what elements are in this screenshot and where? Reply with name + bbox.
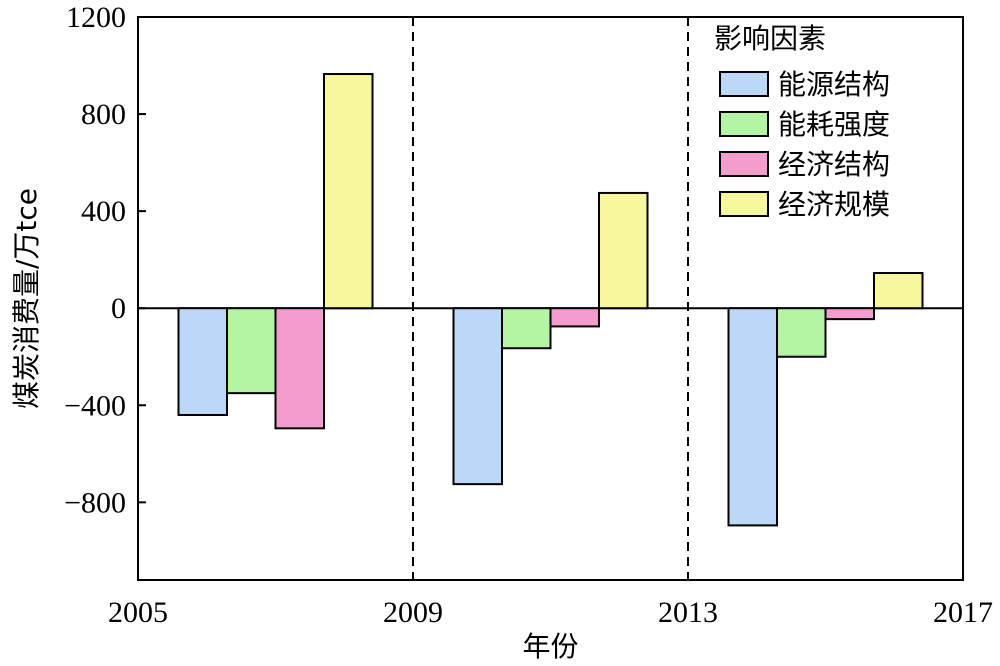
x-tick-label: 2009	[383, 596, 443, 629]
bar	[274, 307, 325, 430]
chart-axes	[137, 16, 964, 581]
x-axis-ticks: 2005 2009 2013 2017	[108, 572, 993, 629]
bar	[501, 307, 552, 350]
y-tick-label: −400	[64, 389, 126, 422]
legend-swatch	[719, 111, 769, 137]
chart-guides	[138, 17, 963, 580]
y-tick-label: 1200	[66, 1, 126, 34]
legend-title: 影响因素	[714, 22, 826, 55]
x-tick-label: 2013	[658, 596, 718, 629]
bar	[177, 307, 228, 416]
y-tick-label: 800	[81, 98, 126, 131]
bar	[873, 272, 924, 310]
legend-entry-label: 经济规模	[778, 188, 890, 221]
x-tick-label: 2005	[108, 596, 168, 629]
legend-swatch	[719, 151, 769, 177]
y-axis-label: 煤炭消费量/万tce	[10, 188, 43, 409]
bar	[549, 307, 600, 328]
legend-entry-label: 能耗强度	[778, 108, 890, 141]
bar	[824, 307, 875, 321]
bar	[776, 307, 827, 358]
y-axis-ticks: 1200 800 400 0 −400 −800	[64, 1, 146, 519]
plot-frame	[137, 16, 964, 581]
y-tick-label: −800	[64, 486, 126, 519]
legend-entry-label: 经济结构	[778, 148, 890, 181]
bar	[598, 191, 649, 310]
x-tick-label: 2017	[933, 596, 993, 629]
bar	[226, 307, 277, 395]
legend-swatch	[719, 71, 769, 97]
chart-bars	[177, 73, 924, 527]
bar	[323, 73, 374, 310]
y-tick-label: 400	[81, 195, 126, 228]
x-axis-label: 年份	[522, 630, 578, 663]
bar	[727, 307, 778, 527]
y-tick-label: 0	[111, 292, 126, 325]
legend-swatch	[719, 191, 769, 217]
legend-entry-label: 能源结构	[778, 68, 890, 101]
bar	[452, 307, 503, 486]
